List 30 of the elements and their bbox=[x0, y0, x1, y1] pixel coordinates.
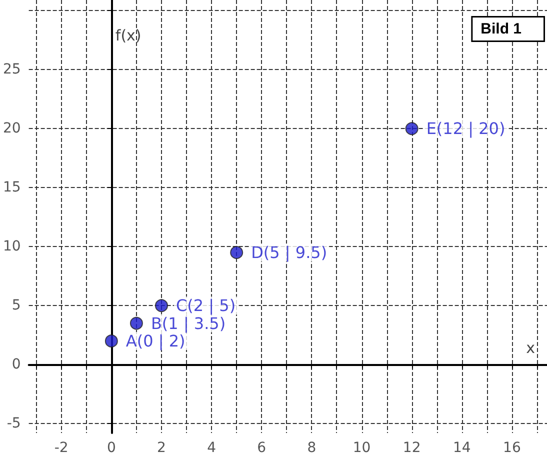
x-tick-label: 2 bbox=[157, 440, 166, 455]
point bbox=[104, 334, 118, 348]
x-tick-label: 8 bbox=[307, 440, 316, 455]
data-label: E(12 | 20) bbox=[426, 119, 506, 138]
data-label: C(2 | 5) bbox=[176, 296, 236, 316]
x-tick-label: 6 bbox=[257, 440, 266, 455]
data-label: A(0 | 2) bbox=[126, 331, 186, 350]
x-tick-label: 12 bbox=[402, 440, 421, 455]
annotation: Bild 1 bbox=[480, 20, 522, 38]
point bbox=[130, 316, 143, 330]
x-tick-label: -2 bbox=[54, 440, 68, 455]
x-tick-label: 14 bbox=[452, 440, 471, 455]
x-tick-label: 0 bbox=[106, 440, 116, 455]
x-axis-title: x bbox=[526, 339, 536, 358]
y-axis-title: f(x) bbox=[115, 26, 142, 44]
y-tick-label: -5 bbox=[6, 416, 21, 432]
y-tick-label: 20 bbox=[2, 120, 21, 137]
y-tick-label: 0 bbox=[12, 356, 21, 373]
data-label: B(1 | 3.5) bbox=[150, 314, 226, 333]
point bbox=[230, 246, 244, 259]
y-tick-label: 15 bbox=[2, 180, 21, 196]
x-tick-label: 4 bbox=[207, 440, 216, 455]
y-tick-label: 10 bbox=[2, 238, 21, 255]
y-tick-label: 5 bbox=[12, 298, 21, 314]
x-tick-label: 16 bbox=[503, 440, 521, 455]
data-label: D(5 | 9.5) bbox=[251, 242, 328, 262]
y-tick-label: 25 bbox=[2, 62, 21, 78]
point bbox=[155, 299, 168, 312]
point bbox=[405, 122, 418, 136]
x-tick-label: 10 bbox=[352, 440, 371, 455]
